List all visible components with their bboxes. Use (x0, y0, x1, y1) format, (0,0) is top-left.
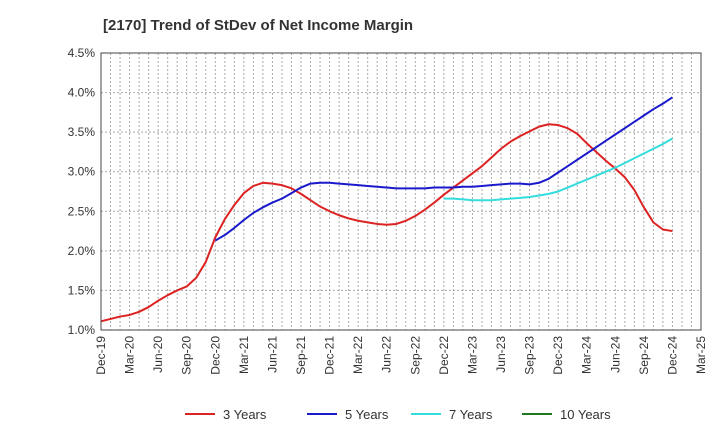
y-tick-label: 1.5% (68, 283, 96, 297)
x-tick-label: Jun-21 (265, 336, 279, 373)
y-tick-label: 2.0% (68, 244, 96, 258)
x-tick-label: Jun-20 (151, 336, 165, 373)
x-tick-label: Jun-23 (494, 336, 508, 373)
series-lines (100, 96, 673, 323)
y-tick-label: 4.5% (68, 46, 96, 60)
x-tick-label: Mar-21 (237, 336, 251, 374)
x-tick-label: Dec-22 (437, 336, 451, 375)
x-tick-label: Mar-20 (123, 336, 137, 374)
y-tick-label: 2.5% (68, 204, 96, 218)
y-tick-label: 1.0% (68, 323, 96, 337)
x-axis-ticks: Dec-19 Mar-20 Jun-20 Sep-20 Dec-20 Mar-21 Jun-… (94, 336, 708, 375)
x-tick-label: Dec-19 (94, 336, 108, 375)
x-tick-label: Dec-23 (551, 336, 565, 375)
legend-label: 10 Years (560, 407, 611, 422)
y-tick-label: 3.5% (68, 125, 96, 139)
y-tick-label: 4.0% (68, 86, 96, 100)
x-tick-label: Mar-25 (694, 336, 708, 374)
x-tick-label: Mar-24 (580, 336, 594, 374)
x-tick-label: Sep-21 (294, 336, 308, 375)
x-tick-label: Sep-24 (637, 336, 651, 375)
x-tick-label: Dec-24 (665, 336, 679, 375)
x-tick-label: Mar-22 (351, 336, 365, 374)
x-tick-label: Jun-24 (608, 336, 622, 373)
x-tick-label: Mar-23 (465, 336, 479, 374)
plot-frame (100, 52, 702, 331)
legend-label: 7 Years (449, 407, 493, 422)
series-line-7-years (443, 137, 673, 202)
chart-title: [2170] Trend of StDev of Net Income Marg… (103, 17, 413, 34)
legend: 3 Years 5 Years 7 Years 10 Years (185, 407, 611, 422)
x-tick-label: Sep-22 (408, 336, 422, 375)
legend-label: 3 Years (223, 407, 267, 422)
x-tick-label: Dec-20 (208, 336, 222, 375)
x-tick-label: Jun-22 (380, 336, 394, 373)
series-line-5-years (214, 96, 673, 242)
x-tick-label: Sep-20 (180, 336, 194, 375)
x-tick-label: Sep-23 (523, 336, 537, 375)
series-line-3-years (100, 123, 673, 323)
y-axis-ticks: 1.0% 1.5% 2.0% 2.5% 3.0% 3.5% 4.0% 4.5% (68, 46, 96, 337)
plot-area (101, 53, 701, 330)
y-tick-label: 3.0% (68, 165, 96, 179)
grid (100, 52, 702, 331)
legend-label: 5 Years (345, 407, 389, 422)
x-tick-label: Dec-21 (323, 336, 337, 375)
